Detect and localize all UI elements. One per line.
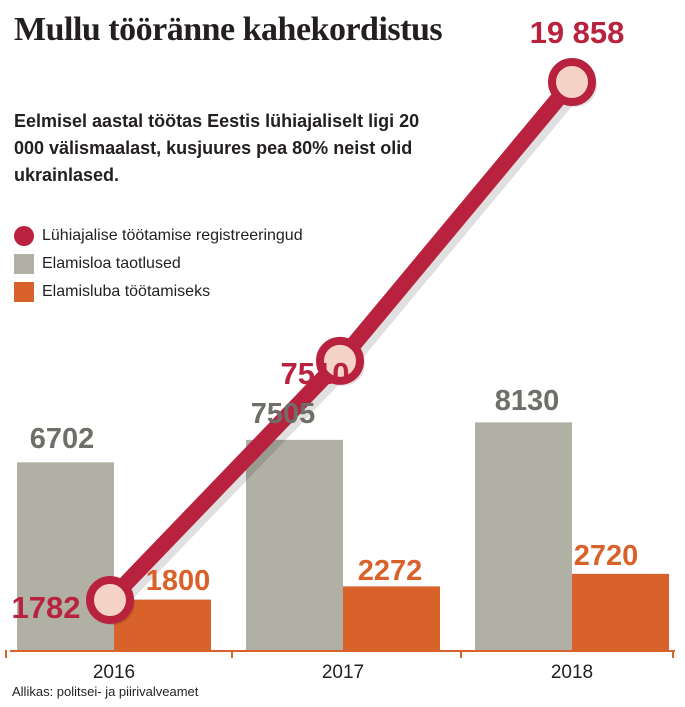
legend-label: Elamisloa taotlused	[42, 255, 181, 272]
marker-2017	[316, 336, 364, 385]
legend-swatch-square	[14, 254, 34, 274]
legend-label: Lühiajalise töötamise registreeringud	[42, 227, 303, 244]
chart: 6702 7505 8130 1800 2272 2720 1782 7510 19 858 20…	[5, 15, 675, 680]
marker-2018	[548, 58, 596, 106]
x-tick-label-2017: 2017	[322, 662, 364, 680]
marker-2016	[86, 576, 134, 624]
label-line-2016: 1782	[12, 590, 81, 625]
label-gray-2016: 6702	[30, 423, 95, 455]
bar-gray-2017	[246, 439, 343, 650]
legend-item-registrations: Lühiajalise töötamise registreeringud	[14, 222, 303, 250]
label-line-2018: 19 858	[530, 15, 625, 50]
subtitle: Eelmisel aastal töötas Eestis lühiajalis…	[14, 111, 420, 185]
x-tick-label-2018: 2018	[551, 662, 593, 680]
label-line-2017: 7510	[281, 356, 350, 391]
bar-orange-2017	[343, 586, 440, 650]
legend-swatch-circle	[14, 226, 34, 246]
legend-item-work-permits: Elamisluba töötamiseks	[14, 278, 303, 306]
legend-item-applications: Elamisloa taotlused	[14, 250, 303, 278]
label-orange-2017: 2272	[358, 555, 423, 587]
x-tick-label-2016: 2016	[93, 662, 135, 680]
label-orange-2018: 2720	[574, 540, 639, 572]
label-gray-2017: 7505	[251, 398, 316, 430]
bar-orange-2018	[572, 573, 669, 650]
label-gray-2018: 8130	[495, 385, 560, 417]
page-title: Mullu tööränne kahekordistus	[14, 11, 443, 48]
legend-label: Elamisluba töötamiseks	[42, 283, 211, 300]
legend-swatch-square	[14, 282, 34, 302]
source-note: Allikas: politsei- ja piirivalveamet	[12, 684, 199, 699]
legend: Lühiajalise töötamise registreeringud El…	[14, 222, 303, 306]
bar-gray-2018	[475, 422, 572, 650]
label-orange-2016: 1800	[146, 565, 211, 597]
